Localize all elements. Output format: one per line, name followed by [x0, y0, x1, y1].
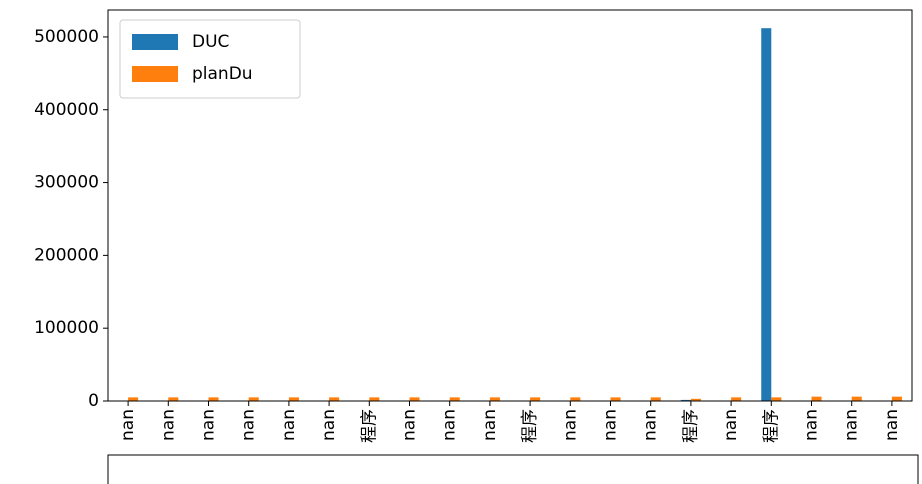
bar	[891, 396, 902, 401]
bar	[690, 398, 701, 401]
bar	[851, 396, 862, 401]
bar	[369, 397, 380, 401]
y-tick-label: 200000	[34, 245, 99, 265]
legend-label: DUC	[192, 32, 229, 52]
x-tick-label: nan	[158, 409, 178, 441]
x-tick-label: nan	[601, 409, 621, 441]
x-tick-label: nan	[199, 409, 219, 441]
bar	[570, 397, 581, 401]
y-tick-label: 500000	[34, 27, 99, 47]
x-tick-label: 程序	[520, 409, 540, 443]
x-tick-label: nan	[319, 409, 339, 441]
bar	[771, 397, 782, 401]
x-tick-label: nan	[118, 409, 138, 441]
y-tick-label: 0	[88, 391, 99, 411]
x-tick-label: nan	[440, 409, 460, 441]
x-tick-label: 程序	[681, 409, 701, 443]
legend-label: planDu	[192, 64, 253, 84]
bar	[329, 397, 340, 401]
x-tick-label: nan	[802, 409, 822, 441]
x-tick-label: nan	[400, 409, 420, 441]
y-tick-label: 400000	[34, 100, 99, 120]
bar	[530, 397, 541, 401]
bar	[680, 399, 691, 401]
x-tick-label: 程序	[359, 409, 379, 443]
x-tick-label: nan	[882, 409, 902, 441]
legend-swatch	[132, 66, 178, 82]
bar	[761, 28, 772, 402]
clipped-box	[107, 454, 919, 484]
bar	[489, 397, 500, 401]
bar	[168, 397, 179, 401]
bar	[248, 397, 259, 401]
y-tick-label: 100000	[34, 318, 99, 338]
bar	[731, 397, 742, 401]
x-tick-label: nan	[842, 409, 862, 441]
bar	[208, 397, 219, 401]
bar	[288, 397, 299, 401]
bar	[449, 397, 460, 401]
bar	[610, 397, 621, 401]
bar	[650, 397, 661, 401]
plot-frame	[107, 9, 913, 402]
legend-swatch	[132, 34, 178, 50]
x-tick-label: nan	[641, 409, 661, 441]
x-tick-label: nan	[721, 409, 741, 441]
y-tick-label: 300000	[34, 173, 99, 193]
x-tick-label: nan	[239, 409, 259, 441]
x-tick-label: nan	[279, 409, 299, 441]
x-tick-label: 程序	[761, 409, 781, 443]
bar	[128, 397, 139, 401]
bar	[409, 397, 420, 401]
x-tick-label: nan	[480, 409, 500, 441]
bar	[811, 396, 822, 401]
x-tick-label: nan	[560, 409, 580, 441]
